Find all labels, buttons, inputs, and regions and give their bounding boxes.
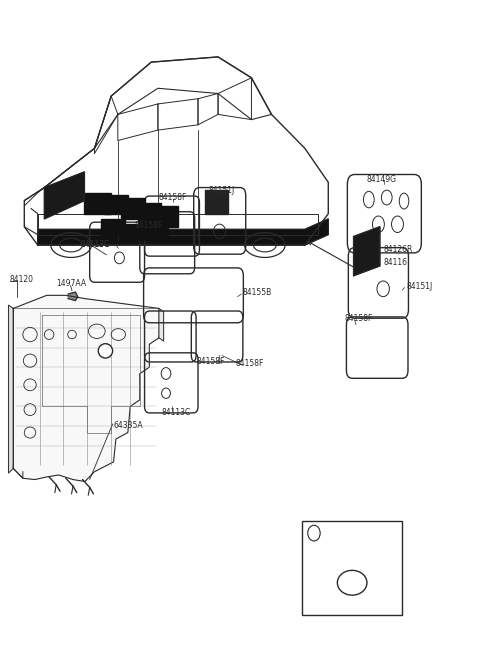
Polygon shape bbox=[84, 193, 111, 214]
Text: 84158F: 84158F bbox=[235, 359, 264, 369]
Polygon shape bbox=[105, 195, 128, 214]
Text: 84155B: 84155B bbox=[242, 287, 272, 297]
Text: 84120: 84120 bbox=[10, 274, 34, 283]
Polygon shape bbox=[138, 203, 161, 224]
Text: 84126R: 84126R bbox=[383, 245, 412, 254]
Text: 84151J: 84151J bbox=[406, 282, 432, 291]
Polygon shape bbox=[159, 308, 164, 341]
Text: 84113C: 84113C bbox=[80, 240, 109, 249]
Text: 84116: 84116 bbox=[383, 258, 407, 267]
Text: 84158F: 84158F bbox=[344, 314, 372, 323]
Text: 1497AA: 1497AA bbox=[56, 279, 86, 288]
Text: 84158F: 84158F bbox=[159, 193, 187, 202]
Text: 84158F: 84158F bbox=[134, 221, 162, 230]
Text: 84147: 84147 bbox=[328, 529, 355, 538]
Bar bbox=[302, 521, 402, 615]
Polygon shape bbox=[204, 190, 228, 214]
Text: 84113C: 84113C bbox=[80, 240, 109, 249]
Polygon shape bbox=[101, 219, 124, 235]
Text: p: p bbox=[348, 578, 356, 588]
Text: 84158F: 84158F bbox=[196, 358, 225, 367]
Polygon shape bbox=[13, 295, 159, 482]
Polygon shape bbox=[44, 172, 84, 219]
Polygon shape bbox=[68, 292, 78, 300]
Polygon shape bbox=[121, 198, 144, 219]
Polygon shape bbox=[9, 305, 13, 473]
Ellipse shape bbox=[98, 344, 113, 358]
Polygon shape bbox=[155, 206, 178, 227]
Polygon shape bbox=[37, 219, 328, 245]
Text: 84113C: 84113C bbox=[161, 409, 191, 417]
Polygon shape bbox=[148, 224, 168, 240]
Text: 84151J: 84151J bbox=[209, 186, 235, 195]
Text: 84149G: 84149G bbox=[366, 174, 396, 184]
Text: 64335A: 64335A bbox=[114, 422, 143, 430]
Polygon shape bbox=[124, 224, 148, 240]
Text: a: a bbox=[312, 530, 316, 536]
Ellipse shape bbox=[308, 525, 320, 541]
Text: a: a bbox=[103, 348, 108, 354]
Polygon shape bbox=[354, 227, 380, 276]
